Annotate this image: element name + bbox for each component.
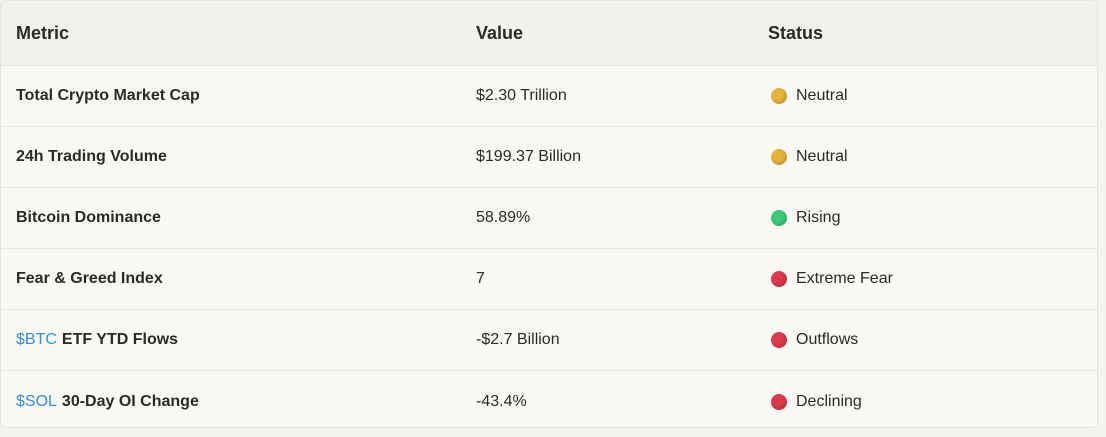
status-label: Extreme Fear bbox=[796, 270, 893, 287]
metric-cell: $BTC ETF YTD Flows bbox=[1, 331, 476, 349]
metric-label: Bitcoin Dominance bbox=[16, 209, 161, 226]
red-circle-icon bbox=[771, 393, 787, 410]
status-label: Neutral bbox=[796, 87, 848, 104]
ticker-link[interactable]: $SOL bbox=[16, 392, 57, 410]
metric-cell: 24h Trading Volume bbox=[1, 148, 476, 166]
header-metric: Metric bbox=[16, 22, 70, 43]
table-row: $SOL 30-Day OI Change -43.4% Declining bbox=[1, 371, 1097, 427]
table-row: Total Crypto Market Cap $2.30 Trillion N… bbox=[1, 66, 1097, 127]
status-label: Outflows bbox=[796, 331, 859, 348]
value-cell: -$2.7 Billion bbox=[476, 331, 560, 348]
status-cell: Neutral bbox=[768, 148, 1097, 166]
status-cell: Extreme Fear bbox=[768, 270, 1097, 288]
metric-cell: $SOL 30-Day OI Change bbox=[1, 393, 476, 411]
status-label: Neutral bbox=[796, 148, 848, 165]
status-cell: Outflows bbox=[768, 331, 1097, 349]
status-label: Declining bbox=[796, 392, 862, 410]
table-row: 24h Trading Volume $199.37 Billion Neutr… bbox=[1, 127, 1097, 188]
metric-label: Total Crypto Market Cap bbox=[16, 87, 200, 104]
value-cell: 58.89% bbox=[476, 209, 531, 226]
header-status: Status bbox=[768, 22, 824, 43]
metric-cell: Total Crypto Market Cap bbox=[1, 87, 476, 105]
metric-label: 30-Day OI Change bbox=[61, 392, 199, 410]
metric-cell: Bitcoin Dominance bbox=[1, 209, 476, 227]
status-label: Rising bbox=[796, 209, 841, 226]
value-cell: $199.37 Billion bbox=[476, 148, 581, 165]
red-circle-icon bbox=[771, 271, 787, 287]
ticker-link[interactable]: $BTC bbox=[16, 331, 57, 348]
metric-label: Fear & Greed Index bbox=[16, 270, 163, 287]
table-row: Fear & Greed Index 7 Extreme Fear bbox=[1, 249, 1097, 310]
value-cell: -43.4% bbox=[476, 392, 527, 410]
metrics-table: Metric Value Status Total Crypto Market … bbox=[0, 0, 1098, 428]
red-circle-icon bbox=[771, 332, 787, 348]
status-cell: Neutral bbox=[768, 87, 1097, 105]
table-header: Metric Value Status bbox=[1, 1, 1097, 66]
metric-label: 24h Trading Volume bbox=[16, 148, 167, 165]
yellow-circle-icon bbox=[771, 88, 787, 104]
table-row: $BTC ETF YTD Flows -$2.7 Billion Outflows bbox=[1, 310, 1097, 371]
table-row: Bitcoin Dominance 58.89% Rising bbox=[1, 188, 1097, 249]
green-circle-icon bbox=[771, 210, 787, 226]
value-cell: $2.30 Trillion bbox=[476, 87, 567, 104]
metric-cell: Fear & Greed Index bbox=[1, 270, 476, 288]
status-cell: Declining bbox=[768, 393, 1097, 411]
yellow-circle-icon bbox=[771, 149, 787, 165]
metric-label: ETF YTD Flows bbox=[61, 331, 179, 348]
value-cell: 7 bbox=[476, 270, 485, 287]
header-value: Value bbox=[476, 22, 524, 43]
status-cell: Rising bbox=[768, 209, 1097, 227]
